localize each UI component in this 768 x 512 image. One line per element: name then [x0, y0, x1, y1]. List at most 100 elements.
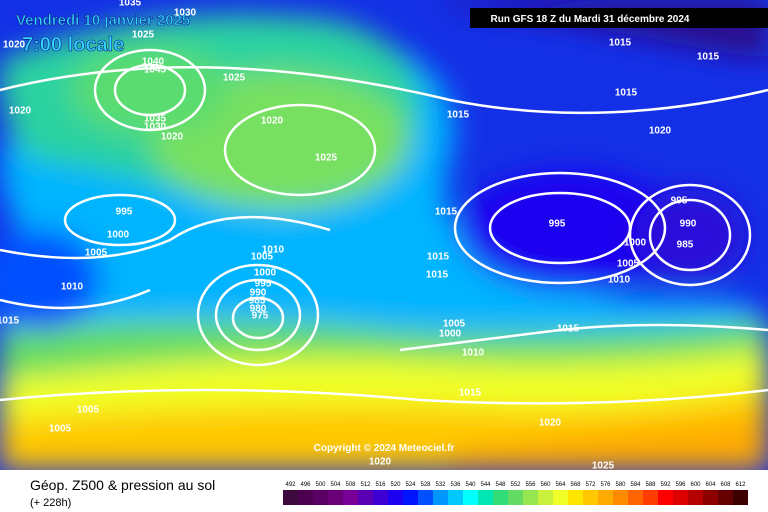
isobar-label: 1015	[447, 110, 470, 121]
isobar-label: 1025	[132, 30, 155, 41]
colorbar-label: 512	[360, 482, 371, 488]
run-box	[470, 8, 768, 28]
colorbar-cell	[583, 490, 598, 505]
colorbar-label: 612	[735, 482, 746, 488]
colorbar-label: 604	[705, 482, 716, 488]
colorbar-label: 600	[690, 482, 701, 488]
colorbar-label: 580	[615, 482, 626, 488]
isobar-label: 1015	[615, 88, 638, 99]
footer-title: Géop. Z500 & pression au sol	[30, 477, 215, 493]
colorbar-label: 556	[525, 482, 536, 488]
colorbar-cell	[613, 490, 628, 505]
isobar-label: 985	[249, 296, 266, 307]
isobar-label: 1015	[427, 252, 450, 263]
colorbar-cell	[643, 490, 658, 505]
isobar-label: 1020	[649, 126, 672, 137]
isobar-label: 995	[549, 219, 566, 230]
colorbar-cell	[313, 490, 328, 505]
colorbar-cell	[733, 490, 748, 505]
isobar-label: 1020	[369, 457, 392, 468]
colorbar-cell	[418, 490, 433, 505]
colorbar-label: 592	[660, 482, 671, 488]
colorbar-cell	[433, 490, 448, 505]
isobar-label: 1020	[9, 106, 32, 117]
isobar-label: 1040	[142, 57, 165, 68]
isobar-label: 1010	[61, 282, 84, 293]
isobar-label: 1005	[617, 259, 640, 270]
isobar-label: 1015	[557, 324, 580, 335]
colorbar-label: 492	[285, 482, 296, 488]
isobar-label: 990	[250, 288, 267, 299]
colorbar-cell	[283, 490, 298, 505]
isobar-label: 1000	[254, 268, 277, 279]
isobar-label: 1030	[174, 8, 197, 19]
colorbar-cell	[493, 490, 508, 505]
isobar-label: 1015	[609, 38, 632, 49]
colorbar-cell	[598, 490, 613, 505]
isobar-label: 1025	[592, 461, 615, 472]
footer-lead: (+ 228h)	[30, 497, 71, 509]
colorbar-label: 608	[720, 482, 731, 488]
isobar-label: 1035	[144, 114, 167, 125]
isobar-label: 1035	[119, 0, 142, 9]
isobar-label: 1015	[426, 270, 449, 281]
colorbar-cell	[673, 490, 688, 505]
isobar-label: 975	[252, 311, 269, 322]
colorbar-label: 504	[330, 482, 341, 488]
isobar-label: 990	[680, 219, 697, 230]
isobar-label: 980	[250, 304, 267, 315]
colorbar-label: 496	[300, 482, 311, 488]
isobar-label: 985	[677, 240, 694, 251]
forecast-date: Vendredi 10 janvier 2025	[16, 12, 190, 29]
colorbar-cell	[703, 490, 718, 505]
isobar-label: 1015	[435, 207, 458, 218]
isobar-label: 995	[255, 279, 272, 290]
isobar-label: 1005	[443, 319, 466, 330]
colorbar-cell	[718, 490, 733, 505]
colorbar-cell	[373, 490, 388, 505]
isobar-label: 1020	[261, 116, 284, 127]
colorbar-label: 572	[585, 482, 596, 488]
isobar-label: 1015	[0, 316, 20, 327]
colorbar-label: 500	[315, 482, 326, 488]
colorbar-label: 524	[405, 482, 416, 488]
isobar-label: 1010	[462, 348, 485, 359]
forecast-time: 7:00 locale	[22, 34, 124, 56]
colorbar-cell	[568, 490, 583, 505]
colorbar-label: 544	[480, 482, 491, 488]
colorbar: 492 496 500 504 508 512 516 520 524 528 532 536 540 5…	[283, 482, 748, 505]
colorbar-label: 576	[600, 482, 611, 488]
isobar-label: 1025	[315, 153, 338, 164]
colorbar-cell	[478, 490, 493, 505]
colorbar-cell	[298, 490, 313, 505]
copyright: Copyright © 2024 Meteociel.fr	[314, 443, 455, 454]
colorbar-cell	[658, 490, 673, 505]
colorbar-label: 564	[555, 482, 566, 488]
isobar-label: 1025	[223, 73, 246, 84]
isobar-label: 995	[116, 207, 133, 218]
colorbar-label: 532	[435, 482, 446, 488]
isobar-label: 1000	[439, 329, 462, 340]
isobar-label: 1015	[459, 388, 482, 399]
colorbar-label: 568	[570, 482, 581, 488]
isobar-label: 1000	[107, 230, 130, 241]
colorbar-label: 536	[450, 482, 461, 488]
colorbar-label: 540	[465, 482, 476, 488]
isobar-label: 1020	[161, 132, 184, 143]
colorbar-label: 552	[510, 482, 521, 488]
colorbar-label: 528	[420, 482, 431, 488]
isobar-label: 1005	[49, 424, 72, 435]
geopotential-field: Copyright © 2024 Meteociel.fr	[0, 0, 768, 470]
colorbar-cell	[463, 490, 478, 505]
isobar-label: 1020	[3, 40, 26, 51]
colorbar-label: 516	[375, 482, 386, 488]
colorbar-label: 548	[495, 482, 506, 488]
isobar-label: 1000	[624, 238, 647, 249]
colorbar-cell	[688, 490, 703, 505]
colorbar-cell	[628, 490, 643, 505]
colorbar-cell	[388, 490, 403, 505]
colorbar-label: 560	[540, 482, 551, 488]
colorbar-cell	[508, 490, 523, 505]
colorbar-label: 520	[390, 482, 401, 488]
